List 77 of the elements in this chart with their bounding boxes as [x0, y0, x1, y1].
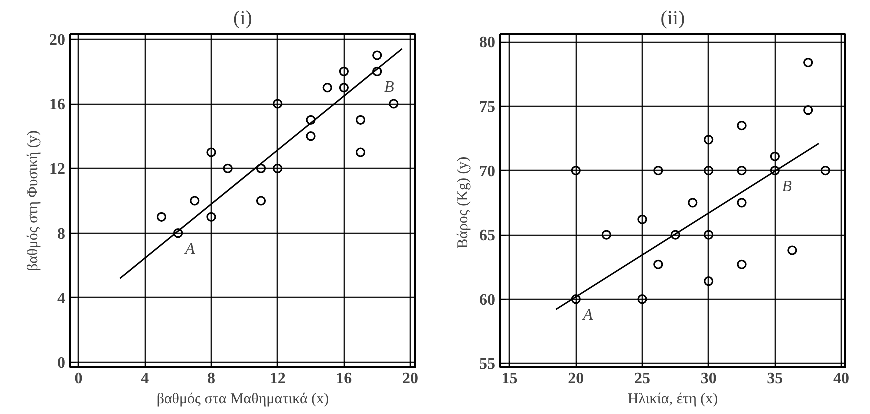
- x-tick-label: 25: [634, 370, 650, 388]
- x-tick-label: 30: [700, 370, 717, 388]
- y-tick-label: 12: [50, 161, 66, 178]
- chart-title: (ii): [660, 8, 686, 30]
- point: [273, 164, 283, 174]
- point: [770, 166, 780, 176]
- point: [156, 212, 167, 222]
- point: [737, 260, 747, 270]
- point: [206, 148, 216, 158]
- y-tick-label: 75: [480, 99, 496, 116]
- y-tick-label: 80: [480, 34, 496, 52]
- annotation: B: [384, 79, 394, 96]
- x-tick-label: 15: [502, 370, 518, 388]
- point: [571, 294, 581, 304]
- x-tick-label: 8: [207, 370, 216, 388]
- x-tick-label: 16: [336, 370, 352, 388]
- point: [654, 166, 664, 176]
- x-axis-title: βαθμός στα Μαθηματικά (x): [156, 392, 330, 408]
- point: [273, 99, 283, 109]
- point: [223, 164, 233, 174]
- point: [804, 106, 814, 116]
- x-axis-title: Ηλικία, έτη (x): [628, 392, 718, 408]
- point: [737, 198, 747, 208]
- y-tick-label: 20: [50, 32, 66, 49]
- y-tick-label: 70: [480, 163, 496, 180]
- point: [174, 228, 184, 238]
- y-axis-title: Βάρος (Kg) (y): [456, 156, 472, 249]
- point: [804, 58, 814, 68]
- y-axis-title: βαθμός στη Φυσική (y): [26, 130, 42, 272]
- point: [356, 148, 366, 158]
- point: [737, 120, 747, 131]
- y-tick-label: 65: [480, 228, 496, 245]
- annotation: A: [184, 240, 196, 258]
- point: [356, 115, 366, 125]
- point: [389, 99, 399, 109]
- x-tick-label: 4: [141, 370, 150, 388]
- point: [638, 214, 648, 224]
- annotation: A: [582, 306, 594, 324]
- point: [654, 260, 664, 270]
- point: [704, 276, 714, 286]
- x-tick-label: 20: [402, 370, 419, 388]
- point: [190, 196, 200, 206]
- x-tick-label: 35: [767, 370, 784, 388]
- y-tick-label: 0: [58, 355, 66, 372]
- point: [688, 198, 698, 208]
- annotation: B: [782, 178, 792, 196]
- chart-title: (i): [234, 8, 252, 30]
- point: [704, 230, 714, 240]
- y-tick-label: 4: [58, 290, 66, 308]
- point: [602, 230, 612, 240]
- x-tick-label: 0: [74, 370, 83, 388]
- point: [256, 164, 266, 174]
- y-tick-label: 55: [480, 356, 496, 374]
- point: [704, 166, 714, 176]
- point: [820, 166, 830, 176]
- point: [322, 83, 332, 93]
- point: [339, 83, 349, 93]
- point: [704, 135, 714, 145]
- point: [306, 132, 316, 142]
- point: [339, 66, 349, 76]
- point: [306, 115, 316, 125]
- y-tick-label: 8: [58, 226, 66, 243]
- point: [770, 152, 780, 162]
- x-tick-label: 20: [568, 370, 584, 388]
- point: [372, 50, 382, 60]
- point: [206, 212, 216, 222]
- point: [788, 246, 798, 256]
- y-tick-label: 16: [50, 96, 66, 114]
- point: [372, 66, 382, 76]
- point: [638, 294, 648, 304]
- point: [571, 166, 581, 176]
- point: [737, 166, 747, 176]
- point: [670, 230, 680, 240]
- x-tick-label: 40: [834, 370, 850, 388]
- point: [256, 196, 266, 206]
- y-tick-label: 60: [480, 292, 496, 309]
- x-tick-label: 12: [270, 370, 286, 388]
